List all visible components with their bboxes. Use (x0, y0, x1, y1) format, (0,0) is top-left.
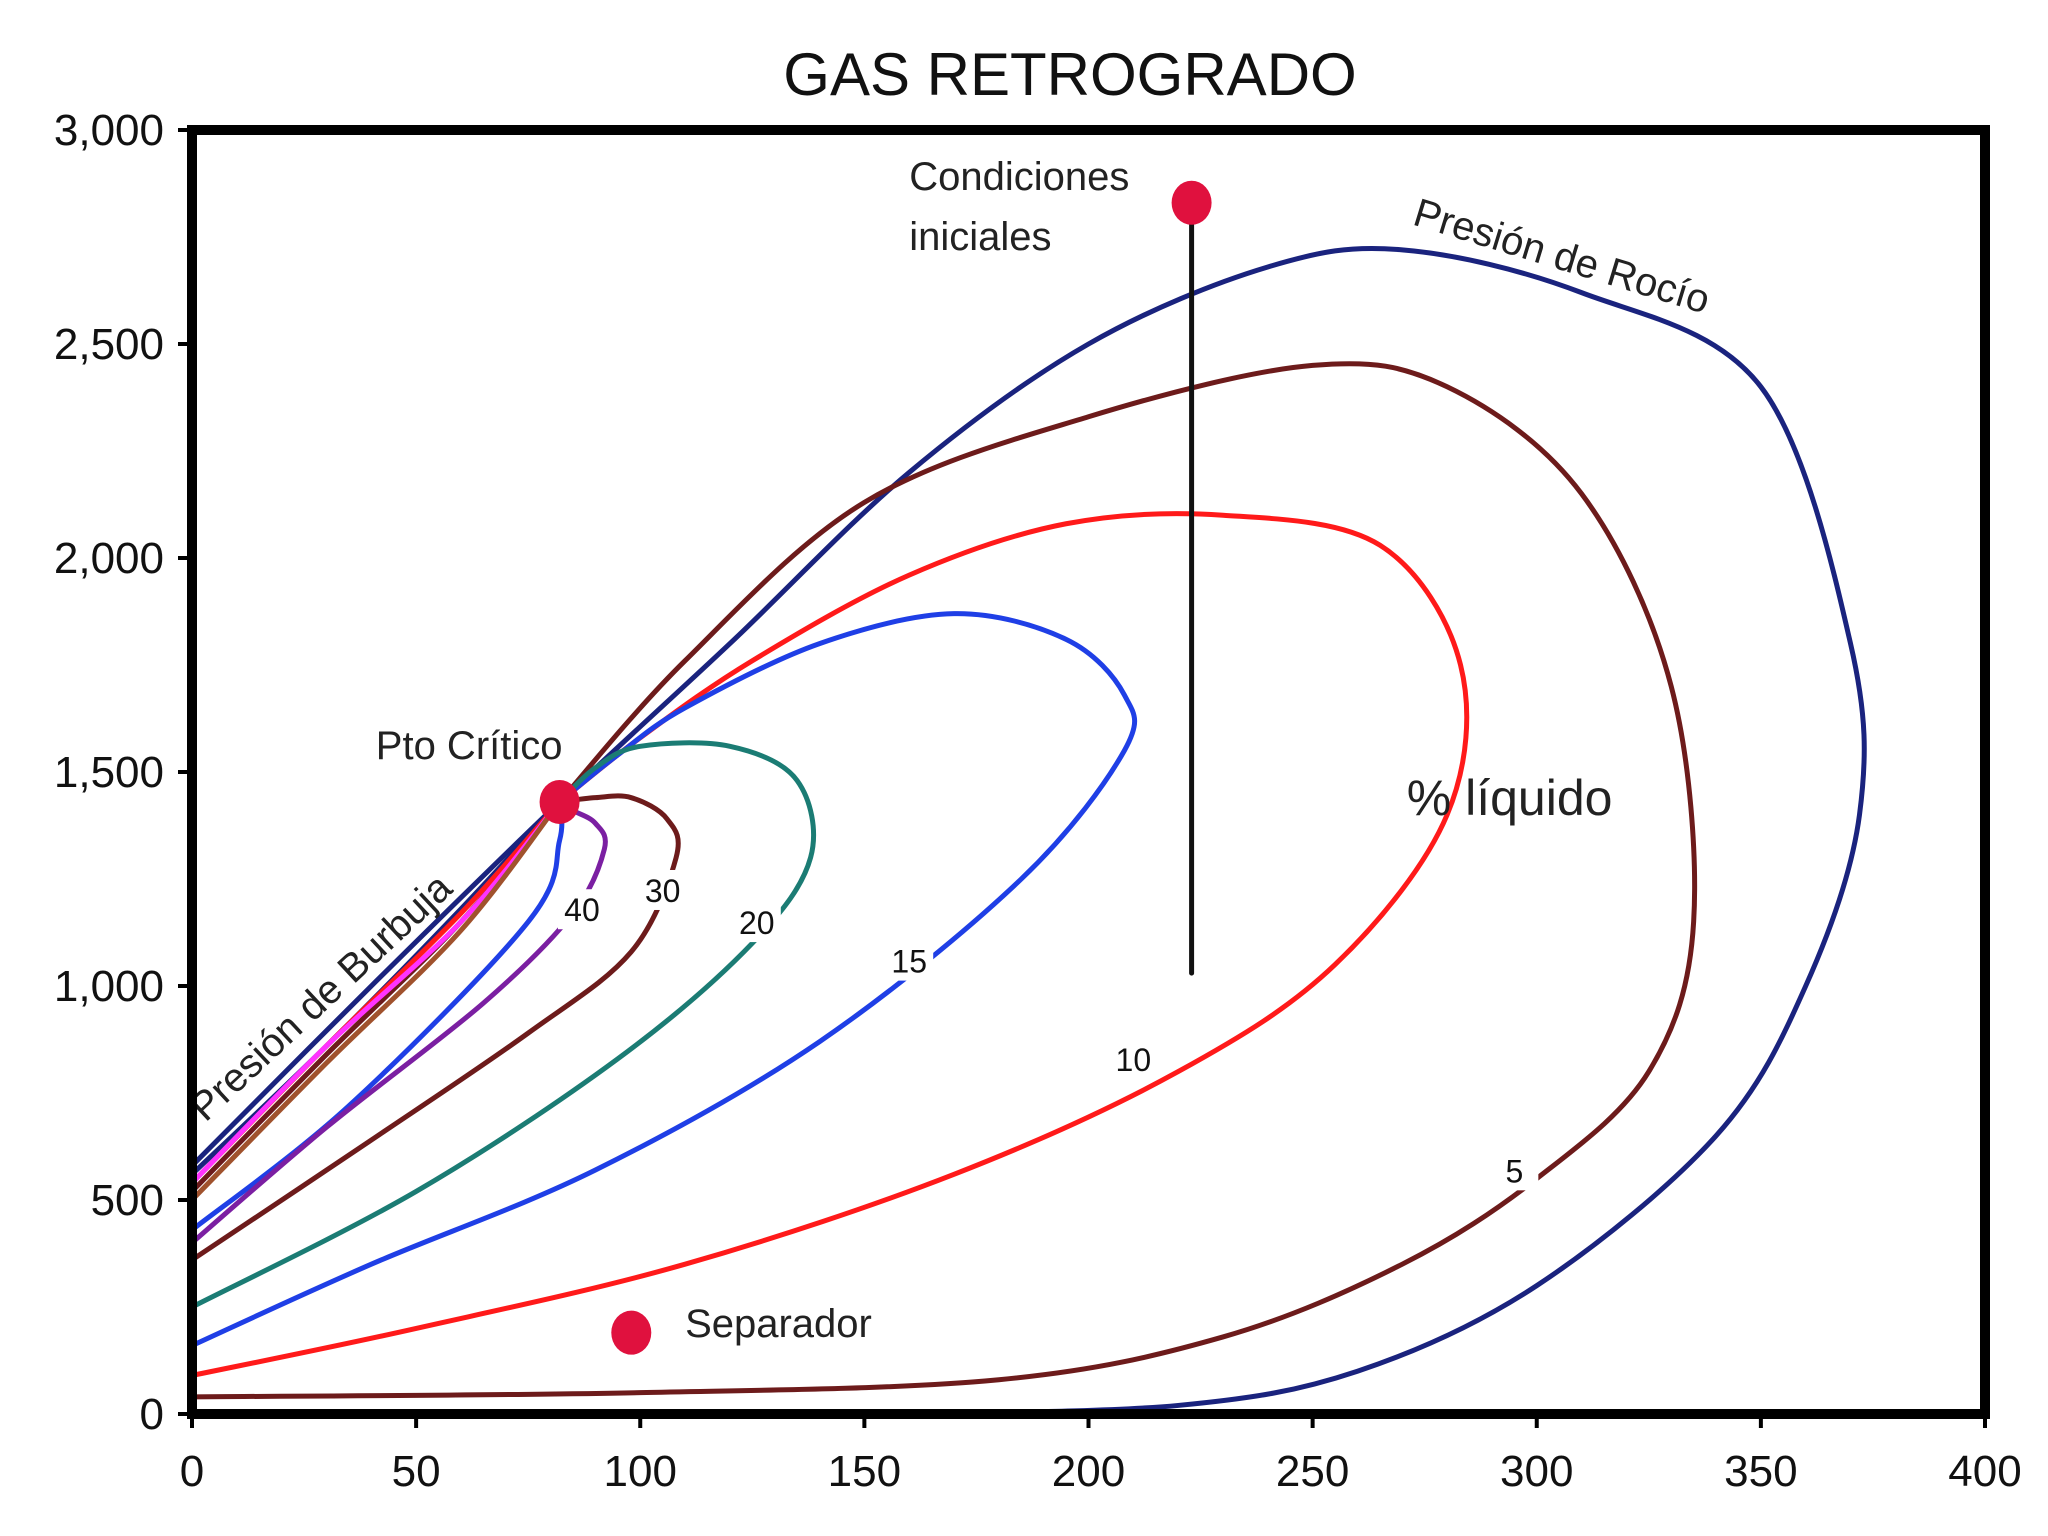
series-line-6 (189, 611, 1138, 1349)
annotation-0: Presión de Burbuja (182, 865, 461, 1130)
series-line-2 (189, 361, 1698, 1400)
curve-label-bg-5 (1490, 1150, 1539, 1191)
annotation-3: iniciales (909, 215, 1051, 259)
y-tick-label-1: 500 (91, 1176, 164, 1225)
x-tick-label-2: 100 (604, 1447, 677, 1496)
curve-labels: 40 30 20 15 10 5 (557, 869, 1539, 1191)
series-line-7 (189, 799, 565, 1233)
annotation-6: % líquido (1407, 770, 1613, 826)
y-tick-label-3: 1,500 (54, 748, 164, 797)
curve-label-bg-1 (638, 869, 687, 910)
y-tick-label-4: 2,000 (54, 534, 164, 583)
curve-label-bg-0 (557, 889, 606, 930)
series-line-0 (189, 246, 1867, 1417)
curve-label-20: 20 (739, 905, 775, 941)
curve-label-15: 15 (891, 944, 927, 980)
curve-label-bg-2 (732, 902, 781, 943)
annotation-2: Condiciones (909, 155, 1129, 199)
annotation-4: Pto Crítico (376, 724, 563, 768)
curve-label-5: 5 (1505, 1153, 1523, 1189)
plot-frame (187, 125, 1990, 1419)
y-tick-label-5: 2,500 (54, 320, 164, 369)
axis-ticks: 0 50 100 150 200 250 300 350 400 0 500 1,000 1,500 2,… (54, 106, 2022, 1496)
curve-label-10: 10 (1116, 1042, 1152, 1078)
curve-label-40: 40 (564, 892, 600, 928)
marker-2 (611, 1310, 652, 1355)
chart-title: GAS RETROGRADO (783, 41, 1356, 108)
annotation-5: Separador (685, 1302, 872, 1346)
marker-0 (539, 779, 580, 824)
y-tick-label-2: 1,000 (54, 962, 164, 1011)
markers (539, 180, 1212, 1355)
x-tick-label-1: 50 (392, 1447, 441, 1496)
x-tick-label-7: 350 (1724, 1447, 1797, 1496)
x-tick-label-8: 400 (1948, 1447, 2021, 1496)
curve-label-bg-4 (1109, 1039, 1158, 1080)
x-tick-label-0: 0 (180, 1447, 204, 1496)
series-line-4 (189, 511, 1470, 1378)
series-line-9 (189, 793, 681, 1263)
series-line-8 (189, 740, 817, 1310)
curve-label-30: 30 (645, 873, 681, 909)
y-tick-label-6: 3,000 (54, 106, 164, 155)
x-tick-label-5: 250 (1276, 1447, 1349, 1496)
x-tick-label-4: 200 (1052, 1447, 1125, 1496)
curve-label-bg-3 (885, 940, 934, 981)
x-tick-label-6: 300 (1500, 1447, 1573, 1496)
marker-1 (1171, 180, 1212, 225)
y-tick-label-0: 0 (140, 1390, 164, 1439)
x-tick-label-3: 150 (828, 1447, 901, 1496)
curves (189, 200, 1867, 1417)
series-line-12 (189, 799, 563, 1203)
